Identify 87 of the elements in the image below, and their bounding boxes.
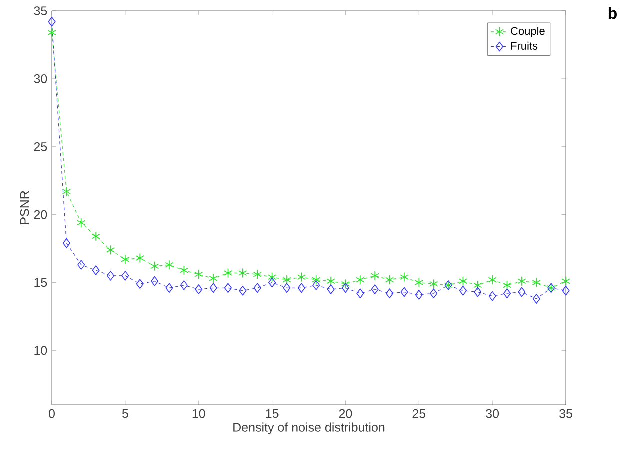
point (415, 290, 423, 300)
y-tick-label: 20 (34, 210, 48, 220)
point (238, 268, 248, 278)
point (430, 279, 438, 289)
point (400, 272, 409, 282)
point (474, 280, 482, 290)
point (518, 287, 526, 298)
point (239, 286, 247, 296)
point (78, 260, 86, 270)
point (518, 276, 526, 286)
point (92, 266, 100, 276)
point (312, 275, 321, 285)
point (371, 284, 379, 294)
x-tick-label: 5 (122, 409, 128, 418)
point (312, 280, 320, 290)
point (209, 274, 218, 284)
point (341, 279, 350, 289)
point (136, 279, 144, 289)
point (253, 270, 262, 280)
point (488, 275, 497, 285)
point (194, 270, 204, 280)
point (180, 266, 188, 276)
point (62, 186, 71, 197)
point (562, 286, 570, 296)
point (48, 16, 56, 27)
point (385, 275, 394, 285)
point (210, 283, 218, 294)
y-tick-label: 30 (34, 74, 48, 84)
point (474, 287, 482, 298)
point (327, 284, 335, 294)
point (136, 253, 144, 264)
point (165, 260, 174, 270)
x-tick-label: 0 (49, 409, 55, 418)
y-tick-label: 15 (34, 278, 48, 288)
point (414, 278, 424, 288)
x-tick-label: 20 (339, 409, 352, 418)
point (106, 271, 115, 281)
point (488, 291, 496, 302)
text: b (608, 7, 617, 20)
point (122, 271, 130, 281)
point (326, 276, 336, 286)
x-tick-label: 10 (192, 409, 206, 418)
point (386, 288, 394, 298)
point (121, 254, 130, 265)
point (282, 275, 292, 285)
point (254, 283, 262, 294)
point (151, 276, 159, 286)
y-tick-label: 10 (34, 346, 48, 356)
x-tick-label: 15 (266, 409, 279, 418)
point (562, 276, 570, 286)
point (356, 275, 365, 285)
point (106, 245, 116, 256)
point (166, 283, 174, 294)
point (430, 288, 438, 298)
y-tick-label: 25 (34, 142, 48, 152)
point (150, 262, 160, 272)
x-tick-label: 35 (560, 409, 572, 418)
point (502, 280, 512, 290)
point (459, 286, 467, 296)
x-axis-title: Density of noise distribution (234, 422, 385, 434)
point (77, 218, 86, 228)
point (180, 280, 188, 290)
point (298, 283, 306, 294)
point (195, 284, 203, 294)
point (532, 278, 541, 288)
point (92, 232, 100, 242)
y-axis-title: PSNR (20, 191, 30, 224)
point (62, 238, 70, 248)
point (503, 288, 512, 298)
point (458, 276, 468, 286)
x-tick-label: 25 (412, 409, 426, 418)
point (297, 272, 306, 282)
point (283, 283, 291, 294)
point (224, 283, 232, 294)
point (532, 294, 540, 304)
point (268, 272, 277, 282)
point (342, 283, 350, 294)
point (370, 271, 380, 281)
legend-label: Fruits (511, 42, 538, 50)
point (356, 288, 364, 298)
x-tick-label: 30 (486, 409, 500, 418)
point (48, 28, 56, 38)
legend-label: Couple (511, 27, 545, 38)
point (224, 268, 233, 278)
point (268, 278, 276, 288)
y-tick-label: 35 (34, 6, 48, 16)
point (400, 287, 408, 298)
